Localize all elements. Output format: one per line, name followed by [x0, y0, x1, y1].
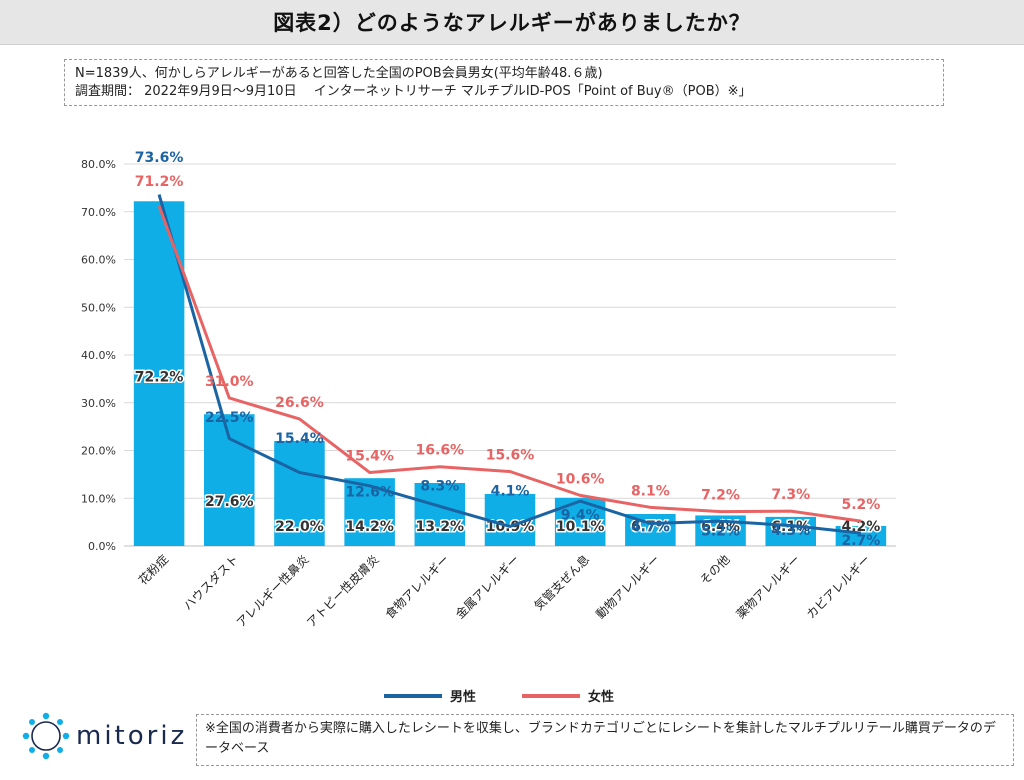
y-tick-label: 80.0% — [81, 158, 116, 171]
y-tick-label: 30.0% — [81, 397, 116, 410]
x-category-label: 食物アレルギー — [382, 552, 452, 622]
bar-value-label: 27.6% — [205, 494, 254, 510]
survey-note-line-1: N=1839人、何かしらアレルギーがあると回答した全国のPOB会員男女(平均年齢… — [75, 66, 603, 81]
y-tick-label: 40.0% — [81, 349, 116, 362]
male-value-label: 4.1% — [491, 484, 530, 500]
female-value-label: 8.1% — [631, 483, 670, 499]
male-value-label: 73.6% — [135, 150, 184, 166]
x-category-label: カビアレルギー — [804, 552, 873, 621]
x-category-label: 動物アレルギー — [593, 552, 662, 621]
x-axis-labels: 花粉症 ハウスダストアレルギー性鼻炎アトピー性皮膚炎 食物アレルギー 金属アレルギー気… — [135, 552, 873, 630]
footer-note-box: ※全国の消費者から実際に購入したレシートを収集し、ブランドカテゴリごとにレシート… — [196, 714, 1014, 766]
legend-male-label: 男性 — [450, 689, 476, 705]
male-value-label: 22.5% — [205, 410, 254, 426]
male-value-label: 5.2% — [701, 524, 740, 540]
male-value-label: 8.3% — [420, 479, 459, 495]
female-value-label: 71.2% — [135, 174, 184, 190]
female-value-label: 7.2% — [701, 488, 740, 504]
bar-value-label: 14.2% — [345, 519, 394, 535]
male-value-label: 4.3% — [771, 523, 810, 539]
line-label-layer: 73.6% 71.2% 22.5% 31.0% 15.4% 26.6% 12.6% 15.4%… — [135, 150, 881, 549]
bar — [133, 201, 185, 546]
male-value-label: 9.4% — [561, 507, 600, 523]
logo-text: mitoriz — [76, 721, 188, 751]
y-tick-label: 60.0% — [81, 254, 116, 267]
female-value-label: 10.6% — [556, 471, 605, 487]
male-value-label: 2.7% — [841, 533, 880, 549]
male-series-line — [157, 194, 862, 535]
female-value-label: 7.3% — [771, 487, 810, 503]
female-value-label: 31.0% — [205, 374, 254, 390]
x-category-label: アレルギー性鼻炎 — [233, 552, 311, 630]
line-layer — [157, 194, 862, 535]
allergy-chart: 0.0% 10.0% 20.0% 30.0% 40.0% 50.0% 60.0% 70.0% 8… — [81, 150, 896, 705]
male-value-label: 4.7% — [631, 519, 670, 535]
bar-value-label: 22.0% — [275, 519, 324, 535]
y-axis-ticks: 0.0% 10.0% 20.0% 30.0% 40.0% 50.0% 60.0% 70.0% 8… — [81, 158, 116, 553]
male-value-label: 15.4% — [275, 431, 324, 447]
female-value-label: 5.2% — [841, 497, 880, 513]
bar-value-label: 6.1% — [771, 519, 810, 535]
female-series-line — [157, 205, 862, 523]
bar-value-label: 13.2% — [416, 519, 465, 535]
female-value-label: 15.6% — [486, 448, 535, 464]
bar-layer — [133, 201, 887, 546]
y-tick-label: 50.0% — [81, 301, 116, 314]
female-value-label: 15.4% — [345, 448, 394, 464]
x-category-label: 気管支ぜん息 — [531, 552, 593, 614]
title-bar: 図表2）どのようなアレルギーがありましたか？ — [0, 0, 1024, 45]
logo: mitoriz — [22, 712, 187, 760]
x-category-label: アトピー性皮膚炎 — [303, 552, 381, 630]
page-title: 図表2）どのようなアレルギーがありましたか？ — [273, 11, 751, 35]
network-star-icon — [22, 712, 70, 760]
x-category-label: 薬物アレルギー — [734, 552, 803, 621]
footer-note: ※全国の消費者から実際に購入したレシートを収集し、ブランドカテゴリごとにレシート… — [205, 721, 996, 756]
bar-value-label: 72.2% — [135, 370, 184, 386]
male-value-label: 12.6% — [345, 484, 394, 500]
x-category-label: その他 — [697, 552, 732, 587]
y-tick-label: 0.0% — [88, 540, 116, 553]
x-category-label: ハウスダスト — [180, 552, 242, 614]
survey-note-box: N=1839人、何かしらアレルギーがあると回答した全国のPOB会員男女(平均年齢… — [64, 59, 944, 106]
survey-note-line-2: 調査期間： 2022年9月9日～9月10日 インターネットリサーチ マルチプルI… — [75, 84, 752, 99]
x-category-label: 金属アレルギー — [452, 552, 522, 622]
y-tick-label: 70.0% — [81, 206, 116, 219]
bar — [414, 482, 466, 546]
bar — [765, 516, 816, 546]
legend-female-label: 女性 — [588, 689, 614, 705]
female-value-label: 16.6% — [416, 443, 465, 459]
female-value-label: 26.6% — [275, 395, 324, 411]
bar — [274, 440, 325, 546]
legend: 男性 女性 — [384, 689, 614, 705]
x-category-label: 花粉症 — [135, 552, 171, 588]
y-tick-label: 20.0% — [81, 445, 116, 458]
bar-value-label: 10.1% — [556, 519, 605, 535]
y-tick-label: 10.0% — [81, 492, 116, 505]
